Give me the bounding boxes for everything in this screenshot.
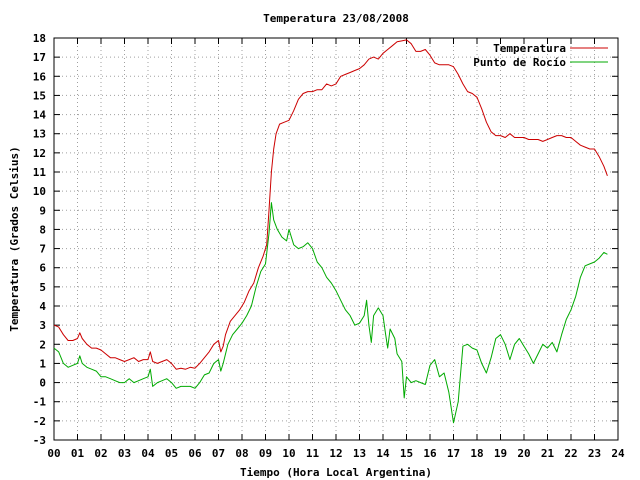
series-line-temperatura (53, 39, 608, 370)
series-lines (53, 39, 608, 424)
y-tick-label: -3 (33, 434, 46, 447)
x-tick-label: 23 (588, 447, 601, 460)
y-tick-label: 3 (39, 319, 46, 332)
x-tick-label: 21 (541, 447, 555, 460)
x-tick-label: 16 (423, 447, 437, 460)
x-tick-label: 19 (494, 447, 507, 460)
x-tick-label: 14 (376, 447, 390, 460)
y-tick-label: 15 (33, 89, 46, 102)
y-tick-label: 5 (39, 281, 46, 294)
legend: Temperatura Punto de Rocío (473, 42, 608, 69)
y-tick-label: -1 (33, 396, 47, 409)
x-tick-label: 13 (353, 447, 366, 460)
y-axis-label: Temperatura (Grados Celsius) (8, 146, 21, 331)
x-tick-label: 07 (212, 447, 225, 460)
legend-label-temperatura: Temperatura (493, 42, 566, 55)
y-tick-label: 17 (33, 51, 46, 64)
y-tick-label: 6 (39, 262, 46, 275)
x-tick-label: 02 (94, 447, 107, 460)
x-axis-ticks: 00 01 02 03 04 05 06 07 08 09 10 11 12 13 14 15 16 17 18 19… (47, 38, 625, 460)
x-tick-label: 10 (282, 447, 295, 460)
x-tick-label: 01 (71, 447, 85, 460)
x-tick-label: 06 (188, 447, 202, 460)
x-tick-label: 03 (118, 447, 131, 460)
x-tick-label: 24 (611, 447, 625, 460)
chart-title: Temperatura 23/08/2008 (263, 12, 409, 25)
y-tick-label: -2 (33, 415, 46, 428)
y-tick-label: 8 (39, 223, 46, 236)
y-tick-label: 13 (33, 128, 46, 141)
y-tick-label: 0 (39, 377, 46, 390)
x-tick-label: 11 (306, 447, 320, 460)
x-tick-label: 22 (564, 447, 577, 460)
y-tick-label: 2 (39, 338, 46, 351)
series-line-punto-de-rocio (53, 202, 608, 424)
legend-label-punto-de-rocio: Punto de Rocío (473, 56, 566, 69)
y-tick-label: 9 (39, 204, 46, 217)
x-tick-label: 15 (400, 447, 413, 460)
x-tick-label: 18 (470, 447, 483, 460)
x-tick-label: 04 (141, 447, 155, 460)
x-tick-label: 17 (447, 447, 460, 460)
y-tick-label: 18 (33, 32, 46, 45)
x-tick-label: 08 (235, 447, 248, 460)
x-tick-label: 12 (329, 447, 342, 460)
y-tick-label: 14 (33, 109, 47, 122)
x-tick-label: 05 (165, 447, 178, 460)
x-axis-label: Tiempo (Hora Local Argentina) (240, 466, 432, 479)
x-tick-label: 00 (47, 447, 60, 460)
x-tick-label: 20 (517, 447, 530, 460)
y-tick-label: 16 (33, 70, 47, 83)
y-tick-label: 11 (33, 166, 47, 179)
x-tick-label: 09 (259, 447, 272, 460)
y-tick-label: 1 (39, 357, 46, 370)
y-tick-label: 12 (33, 147, 46, 160)
y-tick-label: 4 (39, 300, 46, 313)
y-tick-label: 10 (33, 185, 46, 198)
grid (54, 38, 618, 440)
y-tick-label: 7 (39, 243, 46, 256)
